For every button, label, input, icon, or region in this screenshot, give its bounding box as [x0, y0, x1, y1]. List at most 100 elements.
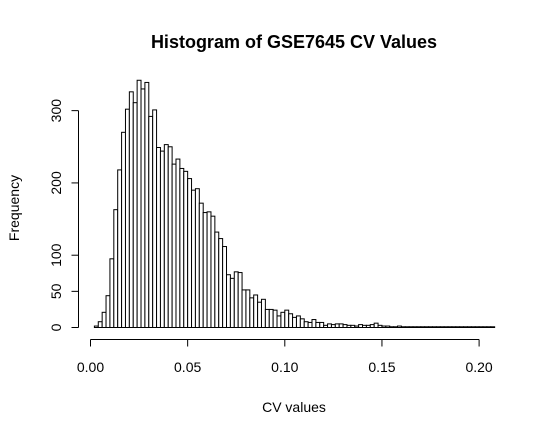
histogram-bar [303, 321, 309, 329]
histogram-bar [237, 272, 243, 328]
histogram-bar [323, 324, 329, 328]
histogram-bar [490, 326, 496, 328]
histogram-bar [272, 309, 278, 328]
histogram-bar [93, 325, 99, 328]
histogram-bar [408, 326, 414, 328]
histogram-bar [478, 326, 484, 328]
histogram-bar [288, 313, 294, 329]
histogram-bar [377, 324, 383, 328]
y-tick-label: 0 [48, 323, 64, 331]
histogram-bar [268, 308, 274, 328]
histogram-bar [194, 188, 200, 328]
histogram-bar [229, 277, 235, 328]
histogram-bar [431, 326, 437, 328]
histogram-bar [327, 323, 332, 329]
histogram-bar [330, 324, 336, 328]
histogram-bar [124, 108, 130, 329]
histogram-bar [373, 322, 379, 329]
histogram-bar [105, 295, 111, 329]
x-axis-label: CV values [262, 399, 326, 415]
histogram-bar [183, 170, 189, 328]
histogram-bar [167, 146, 173, 328]
histogram-bar [253, 294, 259, 328]
histogram-bar [420, 326, 426, 328]
histogram-bar [412, 326, 418, 328]
histogram-bar [381, 325, 387, 328]
histogram-bar [311, 319, 317, 328]
histogram-bar [439, 326, 445, 328]
histogram-bar [159, 150, 165, 328]
histogram-bar [443, 326, 449, 328]
histogram-bar [109, 258, 115, 329]
histogram-bar [435, 326, 441, 328]
histogram-bar [280, 311, 286, 329]
histogram-bar [393, 326, 398, 328]
histogram-bar [117, 169, 123, 328]
histogram-bar [144, 81, 150, 328]
histogram-bar [257, 301, 262, 329]
histogram-bar [346, 324, 352, 328]
y-tick-label: 300 [48, 99, 64, 123]
histogram-bar [385, 325, 391, 328]
histogram-bar [202, 212, 208, 328]
histogram-bar [470, 326, 476, 328]
histogram-bar [342, 324, 348, 328]
x-tick-label: 0.10 [271, 359, 298, 375]
histogram-bar [486, 326, 492, 328]
histogram-bar [171, 163, 177, 328]
histogram-bar [260, 298, 266, 328]
histogram-bar [163, 144, 169, 328]
histogram-bar [222, 246, 228, 328]
x-tick-label: 0.20 [465, 359, 492, 375]
histogram-bar [206, 211, 212, 328]
histogram-bar [148, 115, 154, 328]
histogram-bar [175, 158, 181, 328]
histogram-bar [400, 326, 406, 328]
x-tick-label: 0.15 [368, 359, 395, 375]
histogram-bar [474, 326, 480, 328]
histogram-bar [226, 274, 231, 329]
histogram-bar [319, 321, 325, 329]
histogram-bar [451, 326, 457, 328]
y-axis: 0 50 100 200 300 [48, 99, 79, 331]
histogram-bar [128, 91, 134, 328]
histogram-bar [463, 326, 468, 328]
x-tick-label: 0.00 [77, 359, 104, 375]
y-tick-label: 50 [48, 283, 64, 299]
histogram-bar [299, 318, 305, 328]
histogram-bar [191, 189, 196, 328]
histogram-bar [424, 326, 430, 328]
histogram-bar [307, 321, 313, 329]
histogram-bar [362, 324, 367, 328]
histogram-bar [455, 326, 461, 328]
histogram-bar [249, 297, 255, 328]
histogram-bar [187, 178, 193, 328]
histogram-bar [241, 289, 247, 329]
x-tick-label: 0.05 [174, 359, 201, 375]
histogram-bar [334, 323, 340, 329]
histogram-bar [428, 326, 433, 328]
y-tick-label: 200 [48, 171, 64, 195]
histogram-bar [354, 325, 360, 328]
chart-title: Histogram of GSE7645 CV Values [151, 32, 437, 52]
histogram-bar [369, 324, 375, 328]
histogram-bar [365, 324, 371, 328]
histogram-bar [389, 326, 395, 328]
histogram-bar [101, 311, 107, 329]
histogram-bar [245, 289, 251, 329]
histogram-bar [396, 325, 402, 328]
histogram-bar [338, 323, 344, 329]
histogram-bar [140, 88, 146, 328]
histogram-bar [459, 326, 465, 328]
histogram-bar [113, 209, 119, 328]
histogram-bar [121, 131, 126, 328]
y-axis-label: Frequency [6, 175, 22, 241]
histogram-bar [284, 309, 290, 328]
histogram-bar [152, 109, 158, 328]
histogram-bar [218, 238, 224, 328]
histogram-bars [93, 79, 496, 329]
histogram-bar [350, 324, 356, 328]
histogram-bar [136, 79, 142, 328]
histogram-bar [276, 315, 282, 328]
